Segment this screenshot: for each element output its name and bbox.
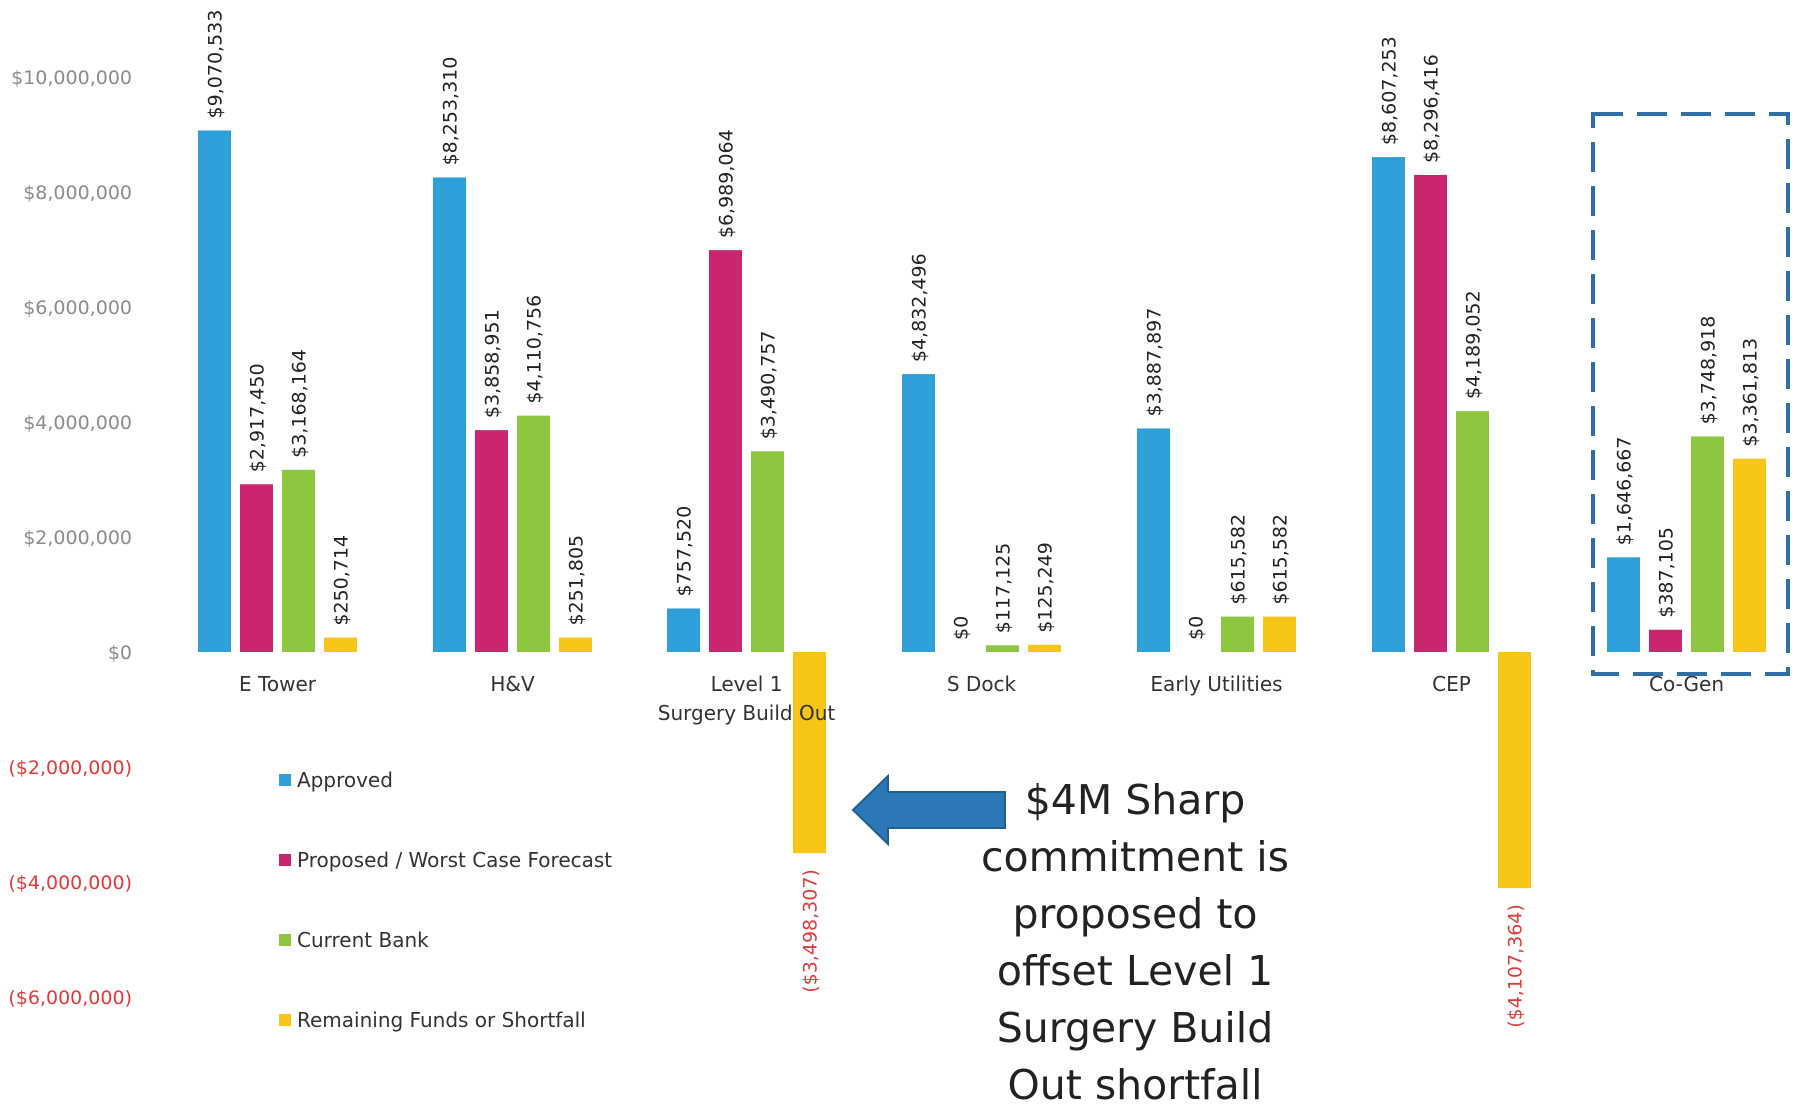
bar [1456,411,1489,652]
bar [667,608,700,652]
annotation-line: Surgery Build [996,1004,1274,1052]
bar-value-label: $4,110,756 [524,295,546,404]
category-label: CEP [1432,672,1471,696]
category-label: H&V [490,672,535,696]
bar [1691,436,1724,652]
bar-value-label: $125,249 [1035,542,1057,633]
bar-value-label: $2,917,450 [247,363,269,472]
y-tick-label: ($4,000,000) [8,872,132,894]
bar-value-label: $615,582 [1228,514,1250,605]
bar [475,430,508,652]
category-label: Level 1 Surgery Build Out [658,672,836,725]
bar-value-label: $615,582 [1270,514,1292,605]
bar-value-label: $3,858,951 [482,309,504,418]
bar-value-label: $757,520 [674,506,696,597]
bar [1221,616,1254,652]
legend-swatch [279,934,291,946]
bar [793,652,826,854]
category-label: S Dock [947,672,1017,696]
bar-value-label: $3,490,757 [758,330,780,439]
bar [517,415,550,652]
annotation-line: proposed to [1012,890,1258,938]
bar-value-label: ($4,107,364) [1505,904,1527,1028]
bar [198,130,231,653]
bar [1733,458,1766,652]
bar-value-label: $3,887,897 [1144,308,1166,417]
highlight-box [1591,112,1790,676]
bar-value-label: $251,805 [566,535,588,626]
annotation-callout: $4M Sharp commitment is proposed to offs… [960,772,1310,1114]
data-labels: $9,070,533 $8,253,310 $757,520 $4,832,496 $3… [205,10,1762,1028]
annotation-line: $4M Sharp [1024,776,1246,824]
y-tick-label: $6,000,000 [23,297,132,319]
y-tick-label: $4,000,000 [23,412,132,434]
bar [1028,644,1061,652]
bar [902,374,935,652]
bar [1498,652,1531,889]
legend: Approved Proposed / Worst Case Forecast Cu… [279,768,612,1032]
legend-swatch [279,1014,291,1026]
arrow-left-icon [851,773,1006,847]
y-tick-label: ($6,000,000) [8,987,132,1009]
bar [1649,629,1682,652]
bar-value-label: $3,748,918 [1698,316,1720,425]
y-tick-label: $2,000,000 [23,527,132,549]
bar-value-label: $9,070,533 [205,10,227,119]
bar [1414,174,1447,652]
bar [751,451,784,652]
bar [324,637,357,652]
bar-value-label: $4,189,052 [1463,290,1485,399]
bar-value-label: $117,125 [993,543,1015,634]
bar-value-label: ($3,498,307) [800,869,822,993]
legend-label: Approved [297,768,393,792]
bar [433,177,466,652]
bar-value-label: $8,607,253 [1379,36,1401,145]
legend-label: Proposed / Worst Case Forecast [297,848,612,872]
bar-value-label: $3,361,813 [1740,338,1762,447]
bar-value-label: $1,646,667 [1614,437,1636,546]
bar [986,645,1019,652]
annotation-line: commitment is [981,833,1289,881]
bar [709,250,742,652]
bar-value-label: $0 [951,616,973,640]
y-tick-label: $10,000,000 [11,67,132,89]
y-tick-label: ($2,000,000) [8,757,132,779]
bar-value-label: $387,105 [1656,527,1678,618]
bar-series [198,130,1766,889]
legend-label: Remaining Funds or Shortfall [297,1008,586,1032]
bar [240,484,273,652]
co-gen-highlight-box [1591,112,1790,676]
x-axis: E Tower H&V Level 1 Surgery Build Out S Dock… [239,672,1724,725]
category-label: Early Utilities [1150,672,1282,696]
legend-label: Current Bank [297,928,429,952]
bar [1137,428,1170,652]
bar-value-label: $6,989,064 [716,129,738,238]
bar-value-label: $8,296,416 [1421,54,1443,163]
category-label: E Tower [239,672,317,696]
bar [1263,616,1296,652]
legend-swatch [279,854,291,866]
annotation-line: Out shortfall [1007,1061,1263,1109]
bar [559,637,592,652]
y-tick-label: $0 [108,642,132,664]
bar-value-label: $250,714 [331,535,353,626]
arrow-shape [851,773,1006,847]
annotation-line: offset Level 1 [996,947,1274,995]
bar [282,469,315,652]
bar-value-label: $3,168,164 [289,349,311,458]
bar-value-label: $4,832,496 [909,253,931,362]
bar [1372,157,1405,652]
y-axis: $10,000,000 $8,000,000 $6,000,000 $4,000,00… [8,67,132,1009]
bar [1607,557,1640,652]
legend-swatch [279,774,291,786]
bar-value-label: $8,253,310 [440,57,462,166]
y-tick-label: $8,000,000 [23,182,132,204]
bar-value-label: $0 [1186,616,1208,640]
